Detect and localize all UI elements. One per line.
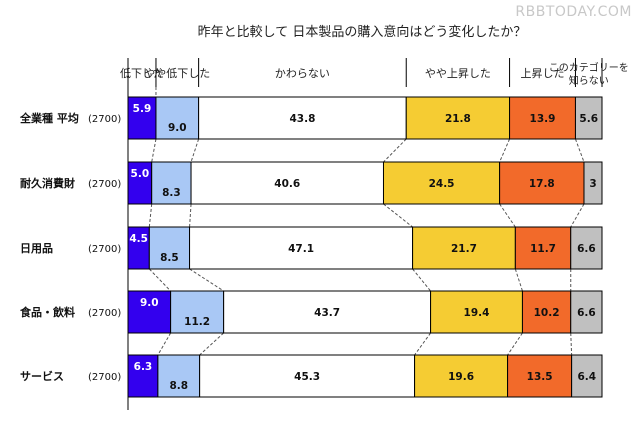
legend-label: やや低下した xyxy=(144,67,210,80)
data-label: 43.8 xyxy=(289,113,315,125)
data-label: 8.3 xyxy=(162,187,181,199)
row-labels: 全業種 平均 (2700) 耐久消費財 (2700) 日用品 (2700) 食品・飲料 (27… xyxy=(19,111,121,383)
data-label: 5.6 xyxy=(579,113,598,125)
connector-lines xyxy=(148,87,585,356)
connector-line xyxy=(514,268,523,292)
data-label: 4.5 xyxy=(129,233,148,245)
connector-line xyxy=(189,203,192,228)
data-label: 3 xyxy=(589,178,596,190)
data-label: 11.2 xyxy=(184,316,210,328)
bar-segment xyxy=(405,96,511,140)
bar-segment xyxy=(507,354,573,398)
bar-segment xyxy=(151,161,192,205)
category-label: 耐久消費財 xyxy=(20,176,75,190)
bar-segment xyxy=(514,226,572,270)
data-label: 24.5 xyxy=(429,178,455,190)
bar-segment xyxy=(570,290,603,334)
sample-size: (2700) xyxy=(88,114,121,125)
connector-line xyxy=(570,332,573,356)
bar-segment xyxy=(223,290,432,334)
sample-size: (2700) xyxy=(88,244,121,255)
bar-segment xyxy=(189,226,414,270)
bar-segment xyxy=(127,354,159,398)
connector-line xyxy=(383,203,413,228)
legend-label: 上昇した xyxy=(521,67,565,80)
connector-line xyxy=(199,332,224,356)
data-label: 13.5 xyxy=(527,371,553,383)
data-label: 19.4 xyxy=(464,307,490,319)
bar-segment xyxy=(157,354,201,398)
connector-line xyxy=(414,332,431,356)
connector-line xyxy=(412,268,431,292)
legend-label: かわらない xyxy=(275,67,330,80)
connector-line xyxy=(574,138,585,163)
bar-segment xyxy=(521,290,572,334)
data-label: 17.8 xyxy=(529,178,555,190)
bar-segment xyxy=(382,161,501,205)
bar-segment xyxy=(499,161,585,205)
data-label: 19.6 xyxy=(448,371,474,383)
bar-segment xyxy=(570,226,603,270)
connector-line xyxy=(148,268,171,292)
data-label: 40.6 xyxy=(274,178,300,190)
connector-line xyxy=(570,203,585,228)
bar-segment xyxy=(190,161,384,205)
connector-line xyxy=(151,138,157,163)
category-label: サービス xyxy=(20,369,64,383)
data-label: 5.9 xyxy=(133,103,152,115)
data-label: 43.7 xyxy=(314,307,340,319)
data-label: 21.8 xyxy=(445,113,471,125)
data-label: 47.1 xyxy=(288,243,314,255)
connector-line xyxy=(189,268,224,292)
data-label: 8.5 xyxy=(160,252,179,264)
data-label: 6.6 xyxy=(577,243,596,255)
data-label: 8.8 xyxy=(169,380,188,392)
bar-segment xyxy=(509,96,576,140)
connector-line xyxy=(499,203,516,228)
connector-line xyxy=(499,138,511,163)
bar-segment xyxy=(414,354,509,398)
data-label: 6.4 xyxy=(578,371,597,383)
data-label: 9.0 xyxy=(168,122,187,134)
legend-label: やや上昇した xyxy=(425,67,491,80)
data-label: 5.0 xyxy=(131,168,150,180)
category-label: 全業種 平均 xyxy=(19,111,79,125)
legend-label: このカテゴリーを xyxy=(549,61,629,74)
data-label: 10.2 xyxy=(534,307,560,319)
category-label: 日用品 xyxy=(20,242,53,255)
category-label: 食品・飲料 xyxy=(20,305,75,319)
bar-segment xyxy=(571,354,603,398)
connector-line xyxy=(157,332,172,356)
bar-segment xyxy=(412,226,516,270)
bars: 5.9 9.0 43.8 21.8 13.9 5.6 5.0 8.3 40.6 24.5 17.8 3… xyxy=(127,96,603,398)
connector-line xyxy=(383,138,407,163)
bar-segment xyxy=(574,96,603,140)
sample-size: (2700) xyxy=(88,308,121,319)
data-label: 6.3 xyxy=(134,361,153,373)
data-label: 45.3 xyxy=(294,371,320,383)
connector-line xyxy=(190,138,200,163)
legend-label: 低下した xyxy=(120,67,164,80)
data-label: 9.0 xyxy=(140,297,159,309)
data-label: 21.7 xyxy=(451,243,477,255)
data-label: 13.9 xyxy=(530,113,556,125)
data-label: 6.6 xyxy=(577,307,596,319)
sample-size: (2700) xyxy=(88,372,121,383)
bar-segment xyxy=(198,96,407,140)
bar-segment xyxy=(199,354,416,398)
bar-segment xyxy=(583,161,603,205)
legend-label: 知らない xyxy=(569,74,609,87)
data-label: 11.7 xyxy=(530,243,556,255)
sample-size: (2700) xyxy=(88,179,121,190)
bar-segment xyxy=(430,290,523,334)
connector-line xyxy=(507,332,523,356)
watermark: RBBTODAY.COM xyxy=(515,4,632,20)
chart-title: 昨年と比較して 日本製品の購入意向はどう変化したか？ xyxy=(198,24,527,40)
connector-line xyxy=(148,203,153,228)
